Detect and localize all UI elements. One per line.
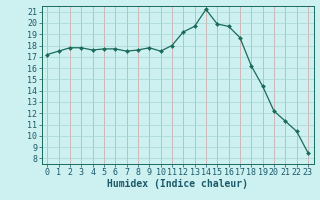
X-axis label: Humidex (Indice chaleur): Humidex (Indice chaleur) — [107, 179, 248, 189]
